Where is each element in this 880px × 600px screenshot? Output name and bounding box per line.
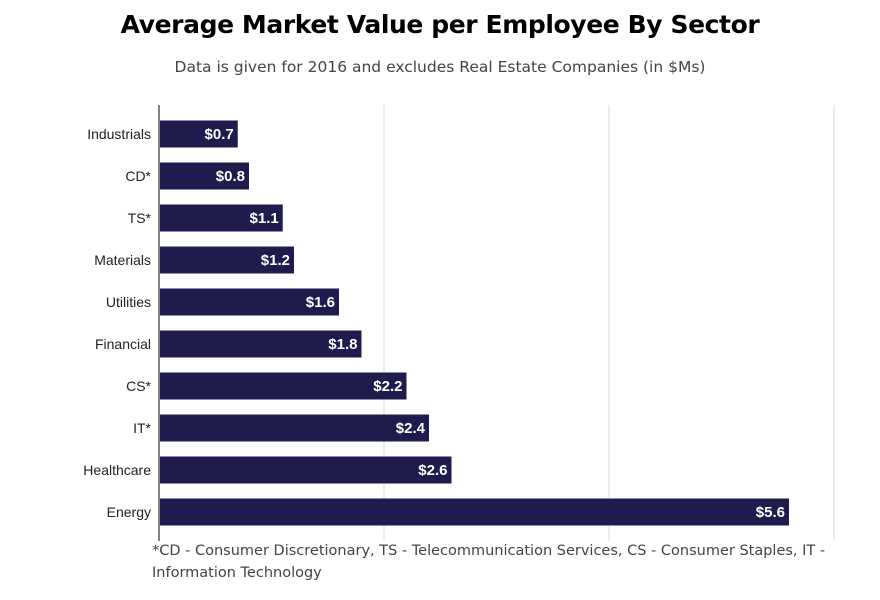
bar: [160, 204, 283, 232]
bar: [160, 246, 294, 274]
category-label: IT*: [133, 420, 151, 436]
category-label: CD*: [125, 168, 151, 184]
category-label: Healthcare: [83, 462, 151, 478]
bar: [160, 288, 339, 316]
data-label: $0.7: [205, 126, 234, 143]
bar: [160, 330, 362, 358]
bar: [160, 162, 249, 190]
category-label: CS*: [126, 378, 151, 394]
category-label: Energy: [107, 504, 151, 520]
data-label: $2.2: [373, 378, 402, 395]
data-label: $5.6: [756, 504, 785, 521]
data-label: $1.2: [261, 252, 290, 269]
bar: [160, 120, 238, 148]
data-label: $2.4: [396, 420, 426, 437]
bar: [160, 498, 789, 526]
data-label: $1.1: [250, 210, 279, 227]
data-label: $1.8: [328, 336, 357, 353]
category-label: Financial: [95, 336, 151, 352]
data-label: $0.8: [216, 168, 245, 185]
data-label: $2.6: [418, 462, 447, 479]
bar: [160, 414, 429, 442]
bar: [160, 456, 452, 484]
bar: [160, 372, 407, 400]
chart-subtitle: Data is given for 2016 and excludes Real…: [174, 58, 706, 76]
chart-footnote: *CD - Consumer Discretionary, TS - Telec…: [152, 543, 826, 581]
category-label: Materials: [94, 252, 151, 268]
category-label: Utilities: [106, 294, 151, 310]
category-label: Industrials: [87, 126, 151, 142]
data-label: $1.6: [306, 294, 335, 311]
category-label: TS*: [128, 210, 152, 226]
chart-title: Average Market Value per Employee By Sec…: [120, 10, 760, 39]
